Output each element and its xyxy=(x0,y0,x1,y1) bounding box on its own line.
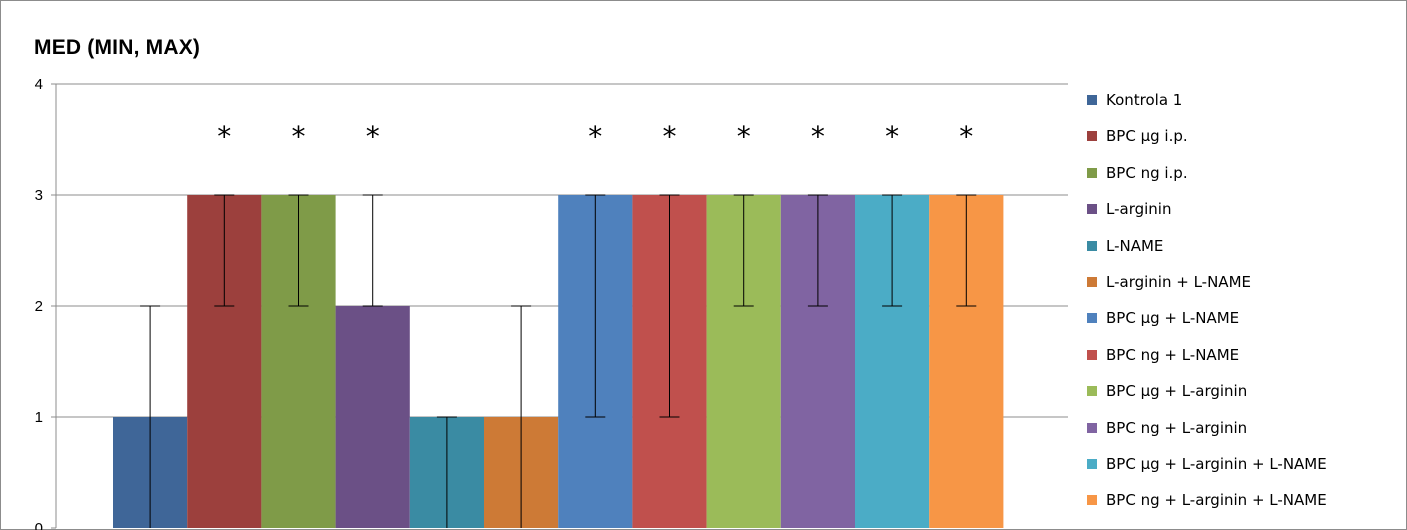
legend-swatch xyxy=(1087,95,1097,105)
legend-label: BPC ng i.p. xyxy=(1106,163,1188,182)
legend-swatch xyxy=(1087,277,1097,287)
significance-marker: * xyxy=(292,120,306,153)
legend-item: BPC µg + L-arginin xyxy=(1087,381,1247,401)
significance-marker: * xyxy=(217,120,231,153)
legend-item: L-arginin + L-NAME xyxy=(1087,272,1251,292)
legend-label: BPC µg + L-arginin xyxy=(1106,382,1248,401)
legend-label: Kontrola 1 xyxy=(1106,91,1183,109)
significance-marker: * xyxy=(885,120,899,153)
significance-marker: * xyxy=(737,120,751,153)
significance-marker: * xyxy=(663,120,677,153)
legend-label: BPC µg i.p. xyxy=(1106,127,1188,146)
legend-label: L-arginin + L-NAME xyxy=(1106,273,1251,291)
significance-marker: * xyxy=(588,120,602,153)
legend-swatch xyxy=(1087,313,1097,324)
legend-item: BPC µg + L-NAME xyxy=(1087,308,1239,328)
legend-item: BPC ng + L-arginin xyxy=(1087,418,1247,438)
legend-label: BPC ng + L-arginin + L-NAME xyxy=(1106,491,1327,510)
legend-label: L-arginin xyxy=(1106,200,1172,219)
legend-item: BPC ng i.p. xyxy=(1087,163,1188,183)
legend-item: BPC µg i.p. xyxy=(1087,126,1188,146)
chart-title: MED (MIN, MAX) xyxy=(34,36,201,59)
legend-swatch xyxy=(1087,204,1097,215)
y-tick-label: 0 xyxy=(35,520,43,530)
legend-swatch xyxy=(1087,240,1097,251)
legend-swatch xyxy=(1087,422,1097,433)
legend-item: Kontrola 1 xyxy=(1087,90,1182,110)
y-tick-label: 2 xyxy=(35,298,43,315)
y-tick-label: 1 xyxy=(35,409,43,426)
legend-label: BPC µg + L-NAME xyxy=(1106,309,1240,328)
legend-swatch xyxy=(1087,349,1097,360)
legend-item: L-NAME xyxy=(1087,236,1163,256)
legend-item: BPC ng + L-NAME xyxy=(1087,345,1239,365)
bar xyxy=(335,306,410,528)
legend-label: BPC ng + L-arginin xyxy=(1106,418,1248,437)
legend-label: BPC µg + L-arginin + L-NAME xyxy=(1106,455,1327,473)
legend-swatch xyxy=(1087,495,1097,506)
legend-label: L-NAME xyxy=(1106,236,1164,255)
significance-marker: * xyxy=(366,120,380,153)
y-tick-label: 4 xyxy=(35,76,43,93)
legend-swatch xyxy=(1087,131,1097,142)
legend-label: BPC ng + L-NAME xyxy=(1106,345,1240,364)
legend-swatch xyxy=(1087,459,1097,469)
legend-item: BPC µg + L-arginin + L-NAME xyxy=(1087,454,1327,474)
y-tick-label: 3 xyxy=(35,187,43,204)
legend-swatch xyxy=(1087,386,1097,397)
significance-marker: * xyxy=(811,120,825,153)
legend-item: L-arginin xyxy=(1087,199,1171,219)
legend-item: BPC ng + L-arginin + L-NAME xyxy=(1087,490,1327,510)
significance-marker: * xyxy=(959,120,973,153)
legend-swatch xyxy=(1087,167,1097,178)
